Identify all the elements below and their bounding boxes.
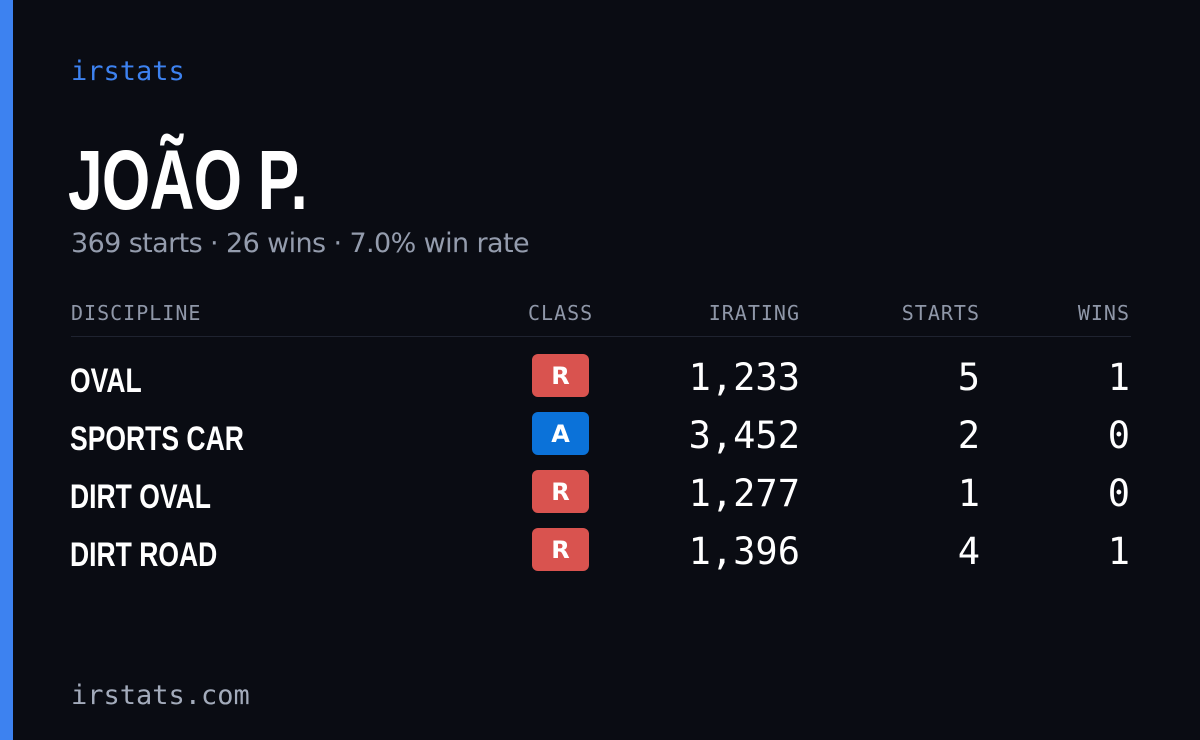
discipline-name: OVAL — [70, 362, 142, 400]
irating-value: 1,233 — [688, 356, 800, 399]
starts-value: 4 — [957, 530, 980, 573]
discipline-name: SPORTS CAR — [70, 420, 244, 458]
irating-value: 1,277 — [688, 472, 800, 515]
header-divider — [71, 336, 1131, 337]
starts-value: 1 — [957, 472, 980, 515]
wins-value: 1 — [1107, 530, 1130, 573]
class-badge: R — [532, 354, 589, 397]
wins-value: 0 — [1107, 414, 1130, 457]
table-row: DIRT OVAL R 1,277 1 0 — [0, 470, 1200, 528]
wins-value: 1 — [1107, 356, 1130, 399]
header-starts: STARTS — [901, 301, 980, 325]
table-row: OVAL R 1,233 5 1 — [0, 354, 1200, 412]
class-badge: R — [532, 528, 589, 571]
table-row: SPORTS CAR A 3,452 2 0 — [0, 412, 1200, 470]
header-discipline: DISCIPLINE — [71, 301, 202, 325]
irating-value: 1,396 — [688, 530, 800, 573]
class-badge: A — [532, 412, 589, 455]
driver-summary: 369 starts · 26 wins · 7.0% win rate — [71, 228, 530, 259]
header-wins: WINS — [1077, 301, 1130, 325]
discipline-name: DIRT OVAL — [70, 478, 211, 516]
irating-value: 3,452 — [688, 414, 800, 457]
driver-name: JOÃO P. — [68, 133, 308, 227]
brand-logo: irstats — [71, 56, 185, 87]
accent-bar — [0, 0, 13, 740]
starts-value: 5 — [957, 356, 980, 399]
starts-value: 2 — [957, 414, 980, 457]
wins-value: 0 — [1107, 472, 1130, 515]
table-row: DIRT ROAD R 1,396 4 1 — [0, 528, 1200, 586]
header-irating: IRATING — [708, 301, 800, 325]
footer-url: irstats.com — [71, 680, 250, 711]
header-class: CLASS — [528, 301, 594, 325]
discipline-name: DIRT ROAD — [70, 536, 218, 574]
class-badge: R — [532, 470, 589, 513]
